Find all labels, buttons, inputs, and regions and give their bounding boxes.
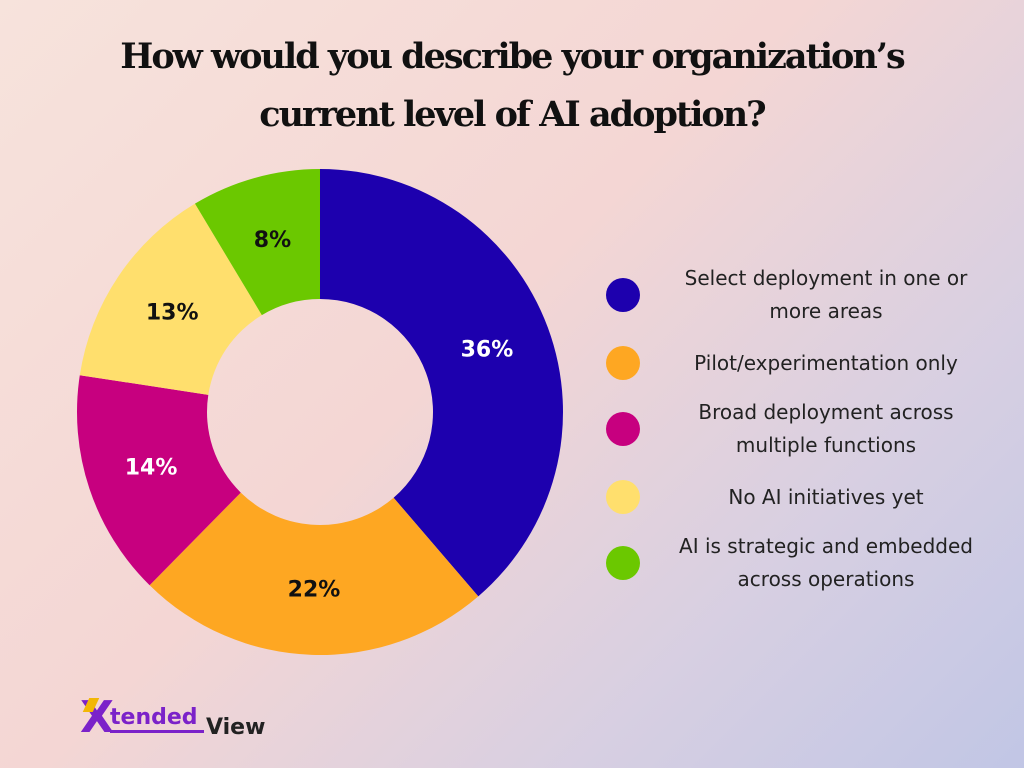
legend-swatch-4 — [606, 480, 640, 514]
legend-label-line: AI is strategic and embedded — [679, 534, 973, 558]
legend-label-line: multiple functions — [735, 433, 917, 457]
logo-text-tended: tended — [110, 705, 198, 730]
legend-item-3: Broad deployment across multiple function… — [606, 396, 1006, 462]
logo-text-view: View — [206, 715, 266, 740]
legend-label-line: Pilot/experimentation only — [694, 350, 958, 375]
donut-slice-1 — [320, 169, 563, 597]
legend-label-2: Pilot/experimentation only — [640, 347, 1006, 380]
slice-value-label-5: 8% — [254, 228, 291, 253]
legend-item-2: Pilot/experimentation only — [606, 346, 1006, 380]
donut-slice-5 — [194, 169, 320, 316]
legend-label-line: across operations — [737, 567, 915, 591]
legend-label-line: Broad deployment across — [698, 400, 954, 424]
legend-swatch-2 — [606, 346, 640, 380]
donut-chart: 36% 22% 14% 13% 8% — [77, 169, 563, 655]
legend-swatch-5 — [606, 546, 640, 580]
donut-slice-4 — [79, 203, 262, 395]
legend-item-4: No AI initiatives yet — [606, 480, 1006, 514]
legend-label-4: No AI initiatives yet — [640, 481, 1006, 514]
legend-label-1: Select deployment in one or more areas — [640, 262, 1006, 328]
legend-swatch-3 — [606, 412, 640, 446]
logo-x-mark: X — [80, 692, 114, 743]
logo-underline — [110, 730, 204, 733]
legend-item-5: AI is strategic and embedded across opera… — [606, 530, 1006, 596]
legend-swatch-1 — [606, 278, 640, 312]
slice-value-label-2: 22% — [288, 577, 341, 602]
donut-slice-2 — [149, 492, 479, 655]
legend-label-5: AI is strategic and embedded across opera… — [640, 530, 1006, 596]
legend-label-line: No AI initiatives yet — [728, 484, 924, 509]
legend-label-3: Broad deployment across multiple function… — [640, 396, 1006, 462]
slice-value-label-1: 36% — [461, 338, 514, 363]
slice-value-label-3: 14% — [125, 456, 178, 481]
chart-title-line-1: How would you describe your organization… — [120, 36, 905, 77]
chart-title: How would you describe your organization… — [40, 28, 984, 144]
legend-label-line: more areas — [769, 299, 883, 323]
legend-label-line: Select deployment in one or — [684, 266, 968, 290]
legend-item-1: Select deployment in one or more areas — [606, 262, 1006, 328]
slice-value-label-4: 13% — [146, 300, 199, 325]
donut-slice-3 — [77, 375, 241, 586]
xtendedview-logo: X tended View — [80, 694, 270, 744]
chart-title-line-2: current level of AI adoption? — [259, 94, 766, 135]
